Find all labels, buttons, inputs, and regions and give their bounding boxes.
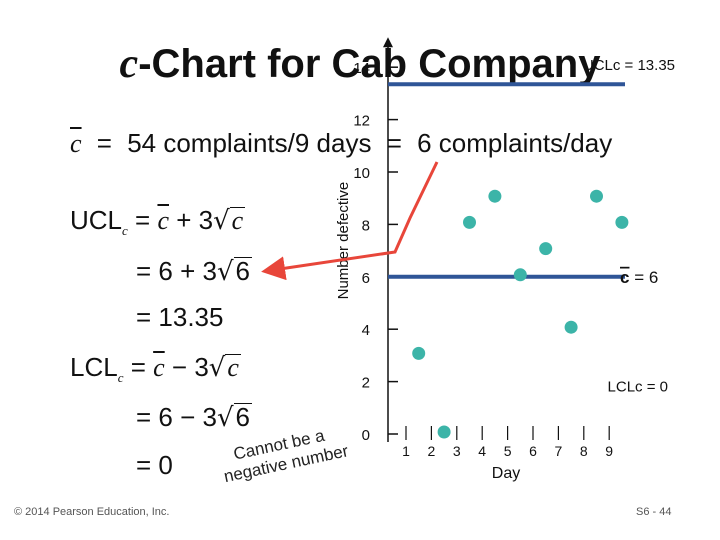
- x-tick-label: 9: [605, 443, 613, 459]
- y-tick-label: 0: [362, 427, 370, 444]
- data-point: [463, 215, 476, 229]
- ucl-expr-mid: + 3: [169, 205, 214, 235]
- page-number: S6 - 44: [636, 506, 672, 518]
- ucl-sub: c: [122, 223, 128, 238]
- data-point: [437, 425, 451, 439]
- ucl-expr-c2: c: [229, 206, 246, 235]
- lcl-sub: c: [117, 370, 124, 385]
- cbar-equals-2: =: [386, 128, 402, 158]
- ucl-expr-c1: c: [157, 206, 169, 235]
- center-label: c = 6: [620, 268, 658, 287]
- data-point: [615, 215, 629, 229]
- data-point: [513, 268, 527, 282]
- center-label-symbol: c: [620, 268, 629, 287]
- x-tick-label: 6: [529, 443, 537, 459]
- ucl-formula: UCLc = c + 3√c: [70, 205, 246, 239]
- data-point: [590, 189, 603, 203]
- x-axis-label: Day: [492, 465, 520, 482]
- y-tick-label: 4: [362, 322, 370, 339]
- lcl-step-2: = 6 − 3√6: [136, 402, 253, 433]
- ucl-label: UCLc = 13.35: [583, 57, 675, 74]
- ucl-step2-rad: 6: [233, 256, 253, 286]
- y-tick-label: 10: [353, 165, 370, 182]
- y-tick-label: 12: [353, 113, 370, 130]
- sqrt-icon: √: [216, 403, 234, 433]
- lcl-label: LCLc = 0: [608, 379, 668, 396]
- x-tick-label: 5: [504, 443, 512, 459]
- cbar-formula: c = 54 complaints/9 days = 6 complaints/…: [70, 128, 612, 159]
- lcl-step2-rad: 6: [233, 402, 253, 432]
- ucl-expr-pre: =: [135, 205, 158, 235]
- x-tick-label: 7: [555, 443, 563, 459]
- ucl-step-3: = 13.35: [136, 302, 224, 332]
- x-tick-label: 8: [580, 443, 588, 459]
- pointer-arrow-icon: [261, 161, 439, 281]
- cbar-value-2: 6 complaints/day: [417, 128, 613, 158]
- sqrt-icon: √: [213, 206, 230, 236]
- ucl-label: UCL: [70, 205, 123, 235]
- lcl-step2-pre: = 6 − 3: [136, 402, 217, 432]
- lcl-step-3: = 0: [136, 450, 173, 480]
- y-tick-label: 8: [362, 217, 370, 234]
- cbar-equals-1: =: [96, 128, 112, 158]
- cbar-symbol: c: [70, 129, 82, 158]
- ucl-step2-pre: = 6 + 3: [136, 256, 217, 286]
- x-tick-label: 1: [402, 443, 410, 459]
- y-tick-label: 14: [353, 60, 370, 77]
- lcl-expr-c2: c: [225, 353, 241, 382]
- data-point: [564, 320, 578, 334]
- title-rest: -Chart for Cab Company: [138, 42, 601, 86]
- sqrt-icon: √: [216, 257, 234, 287]
- y-axis-arrow-icon: [383, 37, 393, 48]
- data-point: [412, 346, 426, 360]
- x-tick-label: 3: [453, 443, 461, 459]
- ucl-step-2: = 6 + 3√6: [136, 256, 253, 287]
- x-tick-label: 2: [428, 443, 436, 459]
- copyright-footer: © 2014 Pearson Education, Inc.: [14, 506, 170, 518]
- y-tick-label: 2: [362, 375, 370, 392]
- lcl-expr-c1: c: [153, 353, 165, 382]
- center-label-value: = 6: [629, 268, 658, 287]
- x-tick-label: 4: [478, 443, 486, 459]
- lcl-label: LCL: [70, 352, 118, 382]
- sqrt-icon: √: [208, 353, 226, 383]
- lcl-expr-mid: − 3: [164, 352, 209, 382]
- y-tick-label: 6: [362, 270, 370, 287]
- data-point: [539, 242, 553, 256]
- title-c: c: [119, 41, 139, 87]
- data-point: [488, 189, 502, 203]
- cbar-value-1: 54 complaints/9 days: [127, 128, 372, 158]
- y-axis-label: Number defective: [335, 182, 352, 300]
- slide-title: c-Chart for Cab Company: [0, 40, 720, 88]
- lcl-formula: LCLc = c − 3√c: [70, 352, 241, 386]
- lcl-expr-pre: =: [130, 352, 154, 382]
